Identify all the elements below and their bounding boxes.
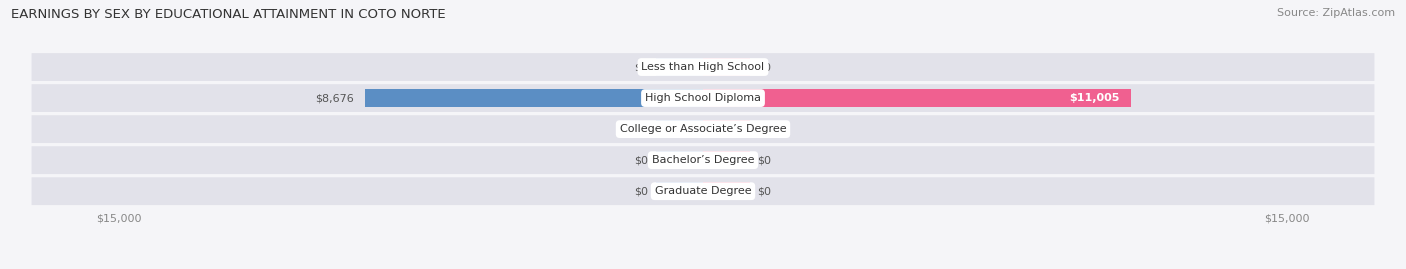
Bar: [657, 151, 703, 169]
Text: College or Associate’s Degree: College or Associate’s Degree: [620, 124, 786, 134]
Text: EARNINGS BY SEX BY EDUCATIONAL ATTAINMENT IN COTO NORTE: EARNINGS BY SEX BY EDUCATIONAL ATTAINMEN…: [11, 8, 446, 21]
Text: $0: $0: [758, 62, 772, 72]
Text: $0: $0: [758, 155, 772, 165]
Text: Graduate Degree: Graduate Degree: [655, 186, 751, 196]
Text: Less than High School: Less than High School: [641, 62, 765, 72]
Bar: [703, 120, 749, 138]
Text: $0: $0: [634, 186, 648, 196]
Text: $11,005: $11,005: [1070, 93, 1119, 103]
Bar: [703, 58, 749, 76]
Bar: [657, 58, 703, 76]
Text: $0: $0: [758, 124, 772, 134]
Bar: [703, 89, 1132, 107]
Bar: [657, 182, 703, 200]
Bar: [657, 120, 703, 138]
Text: $0: $0: [634, 124, 648, 134]
Text: $0: $0: [758, 186, 772, 196]
Text: Source: ZipAtlas.com: Source: ZipAtlas.com: [1277, 8, 1395, 18]
Text: High School Diploma: High School Diploma: [645, 93, 761, 103]
Bar: [703, 151, 749, 169]
Bar: [703, 182, 749, 200]
Text: Bachelor’s Degree: Bachelor’s Degree: [652, 155, 754, 165]
FancyBboxPatch shape: [31, 53, 1375, 81]
Bar: [366, 89, 703, 107]
Text: $0: $0: [634, 62, 648, 72]
FancyBboxPatch shape: [31, 115, 1375, 143]
FancyBboxPatch shape: [31, 146, 1375, 174]
FancyBboxPatch shape: [31, 177, 1375, 205]
Text: $0: $0: [634, 155, 648, 165]
FancyBboxPatch shape: [31, 84, 1375, 112]
Text: $8,676: $8,676: [315, 93, 354, 103]
